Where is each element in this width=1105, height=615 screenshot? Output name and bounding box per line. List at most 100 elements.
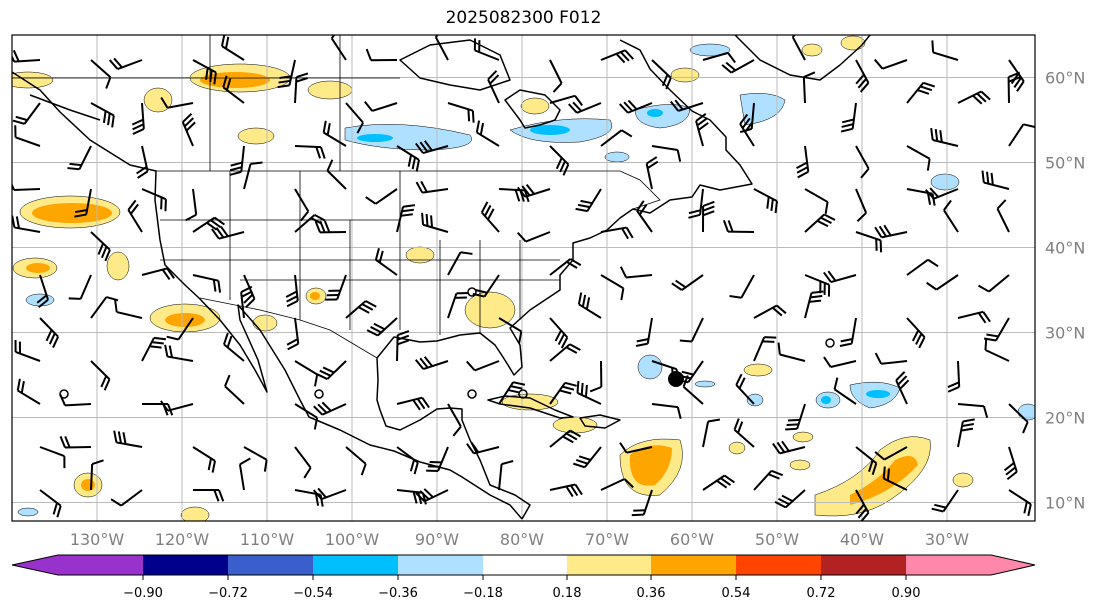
wind-barb [12, 49, 41, 63]
colorbar-segment [228, 555, 314, 575]
wind-barb [322, 120, 347, 147]
lat-label: 10°N [1045, 494, 1085, 513]
wind-barb [855, 188, 868, 222]
wind-barb [600, 226, 634, 240]
wind-barb [549, 429, 582, 448]
wind-barb [238, 457, 251, 491]
colorbar-tick-label: −0.90 [123, 586, 163, 601]
wind-barb [983, 317, 1010, 342]
lon-label: 120°W [155, 530, 210, 549]
wind-barb [619, 266, 653, 279]
wind-barb [345, 446, 367, 476]
lon-label: 90°W [415, 530, 459, 549]
wind-barb [277, 59, 296, 89]
lon-label: 50°W [755, 530, 799, 549]
wind-barb [447, 292, 469, 319]
wind-barb [906, 317, 926, 349]
wind-barb [39, 489, 62, 518]
wind-barb [90, 360, 111, 391]
wind-barb [874, 224, 908, 239]
lat-label: 40°N [1045, 239, 1085, 258]
wind-barb [957, 90, 991, 105]
wind-barb [325, 274, 347, 301]
wind-barb [166, 317, 194, 341]
wind-barb [229, 145, 245, 176]
lon-label: 60°W [670, 530, 714, 549]
wind-barb [906, 258, 939, 276]
wind-barb [222, 75, 245, 104]
wind-barb [804, 213, 836, 233]
wind-barb [36, 274, 49, 309]
wind-barb [192, 489, 225, 502]
wind-barb [90, 59, 112, 89]
wind-barb [90, 296, 119, 319]
wind-barb [855, 59, 870, 93]
wind-barb [160, 96, 194, 109]
wind-barb [1007, 71, 1021, 104]
wind-barb [74, 188, 92, 218]
wind-barb [549, 59, 563, 93]
wind-barb [345, 300, 377, 319]
wind-barb [802, 71, 816, 104]
colorbar-tick-label: 0.36 [637, 586, 666, 601]
wind-barb [374, 247, 398, 276]
wind-barb [635, 317, 653, 347]
colorbar-tick-label: −0.54 [293, 586, 333, 601]
wind-barb [466, 441, 500, 455]
wind-barb [823, 270, 857, 284]
wind-barb [243, 161, 263, 190]
colorbar-segment [483, 555, 568, 575]
wind-barb [365, 188, 398, 205]
lon-label: 70°W [585, 530, 629, 549]
wind-barb [589, 360, 603, 393]
wind-barb [791, 35, 806, 61]
wind-barb [679, 317, 704, 343]
wind-barb [739, 113, 755, 147]
wind-barb [549, 94, 583, 106]
colorbar-segment [313, 555, 399, 575]
wind-barb [90, 102, 115, 128]
wind-barb [996, 199, 1010, 233]
anomaly-contours [12, 35, 1035, 521]
colorbar-segment [398, 555, 484, 575]
wind-barb [931, 489, 959, 513]
wind-barb [874, 446, 908, 461]
wind-barb [294, 360, 319, 387]
wind-barb [600, 274, 625, 301]
lat-label: 60°N [1045, 69, 1085, 88]
wind-barb [930, 127, 959, 147]
wind-barb [651, 403, 682, 420]
wind-barb [113, 430, 143, 448]
lat-label: 20°N [1045, 409, 1085, 428]
wind-barb [600, 478, 634, 491]
wind-barb [895, 371, 910, 405]
wind-barb [549, 381, 577, 405]
wind-barb [12, 102, 41, 125]
wind-barb [312, 487, 347, 501]
wind-barb [855, 145, 870, 179]
lon-label: 80°W [500, 530, 544, 549]
wind-barb [671, 274, 704, 291]
wind-barb [313, 401, 347, 416]
wind-barb [721, 59, 755, 74]
wind-barb [777, 342, 806, 362]
colorbar-segment [58, 555, 144, 575]
wind-barb [67, 145, 92, 171]
wind-barb [396, 446, 419, 475]
wind-barb [396, 145, 420, 172]
wind-barb [68, 274, 92, 300]
wind-barb [943, 199, 959, 233]
lat-label: 50°N [1045, 154, 1085, 173]
wind-barb [651, 59, 672, 90]
wind-barb [294, 446, 312, 479]
colorbar-tick-label: 0.90 [892, 586, 921, 601]
wind-barb [753, 336, 777, 362]
wind-barb [947, 360, 961, 393]
wind-barb [415, 180, 449, 194]
longitude-labels: 130°W 120°W 110°W 100°W 90°W 80°W 70°W 60°W 50°W… [70, 530, 969, 549]
wind-barb [722, 220, 755, 233]
wind-barb [39, 317, 60, 348]
lon-label: 110°W [240, 530, 295, 549]
wind-barb [426, 446, 449, 473]
wind-barb [839, 317, 857, 347]
